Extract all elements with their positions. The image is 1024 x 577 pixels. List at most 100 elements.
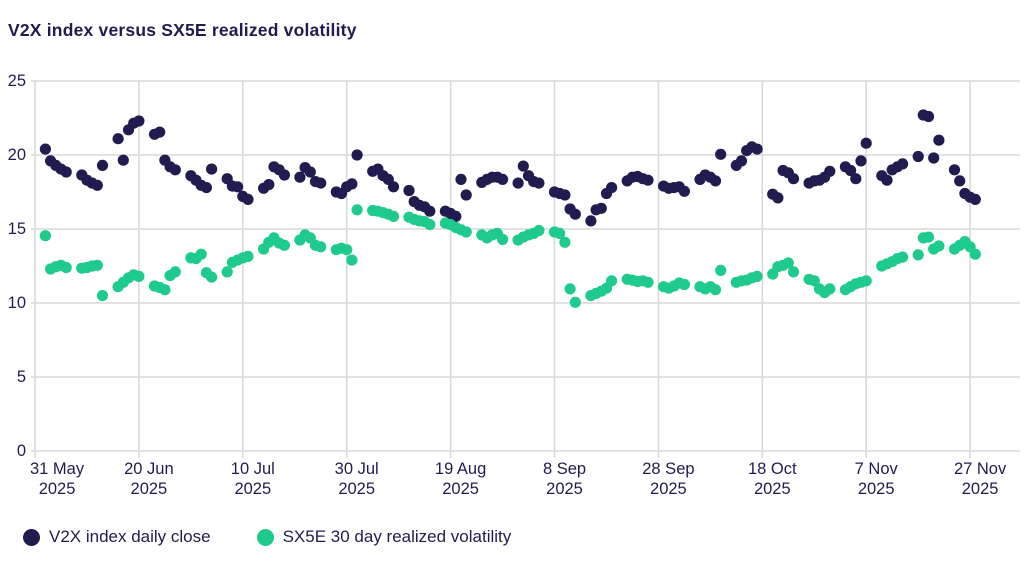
data-point (497, 173, 509, 185)
data-point (642, 276, 654, 288)
data-point (948, 164, 961, 176)
data-point (928, 152, 940, 164)
legend-item-sx5e: SX5E 30 day realized volatility (256, 527, 512, 547)
data-point (850, 173, 862, 185)
data-point (709, 284, 722, 296)
data-point (569, 208, 581, 220)
data-point (897, 158, 909, 170)
data-point (860, 137, 872, 149)
data-point (678, 278, 691, 291)
data-point (787, 266, 800, 278)
data-point (564, 283, 576, 295)
x-axis-tick-label: 20 Jun 2025 (124, 460, 174, 498)
data-point (709, 175, 722, 187)
data-point (424, 219, 436, 231)
data-point (159, 284, 171, 296)
x-axis-tick-label: 8 Sep 2025 (543, 460, 586, 498)
data-point (60, 261, 72, 274)
data-point (278, 239, 290, 251)
v2x-series-swatch-icon (23, 528, 40, 546)
x-axis-tick-label: 27 Nov 2025 (954, 460, 1007, 498)
data-point (460, 226, 472, 238)
data-point (751, 270, 763, 282)
data-point (96, 159, 109, 171)
x-axis-tick-label: 30 Jul 2025 (335, 460, 379, 498)
data-point (606, 275, 618, 287)
data-point (315, 241, 327, 253)
x-axis-tick-label: 31 May 2025 (30, 460, 85, 498)
data-point (715, 264, 727, 276)
data-point (424, 205, 436, 217)
data-point (517, 160, 529, 172)
x-axis-tick-label: 7 Nov 2025 (855, 460, 899, 498)
data-point (751, 143, 763, 155)
data-point (341, 244, 353, 256)
sx5e-series-swatch-icon (256, 528, 274, 546)
x-axis-tick-label: 28 Sep 2025 (642, 460, 694, 498)
data-point (351, 149, 363, 161)
data-points-group (39, 109, 981, 308)
y-axis-tick-label: 0 (17, 442, 26, 460)
data-point (533, 224, 545, 237)
data-point (278, 169, 290, 181)
y-axis-tick-label: 25 (8, 72, 26, 90)
data-point (881, 174, 893, 186)
y-axis-tick-label: 20 (8, 146, 26, 164)
data-point (460, 189, 472, 201)
data-point (922, 231, 935, 243)
data-point (294, 171, 306, 183)
data-point (133, 115, 145, 127)
data-point (569, 296, 581, 308)
data-point (112, 133, 124, 145)
data-point (39, 143, 52, 155)
data-point (450, 210, 462, 222)
x-axis-tick-label: 18 Oct 2025 (748, 460, 797, 498)
data-point (922, 110, 935, 123)
legend-label-sx5e: SX5E 30 day realized volatility (282, 527, 512, 546)
data-point (169, 164, 181, 176)
data-point (403, 184, 415, 197)
data-point (154, 126, 166, 138)
data-point (60, 166, 72, 178)
data-point (117, 154, 129, 166)
data-point (678, 185, 691, 197)
series-sx5e (39, 204, 981, 308)
data-point (787, 173, 800, 185)
data-point (39, 230, 52, 242)
data-point (845, 164, 857, 177)
data-point (782, 257, 794, 269)
data-point (808, 275, 820, 287)
data-point (497, 233, 509, 245)
data-point (735, 155, 748, 167)
data-point (242, 250, 254, 262)
data-point (91, 259, 103, 271)
data-point (304, 166, 316, 178)
data-point (824, 165, 836, 177)
data-point (860, 275, 872, 287)
data-point (455, 173, 467, 185)
data-point (954, 175, 966, 187)
data-point (933, 134, 945, 146)
data-point (206, 271, 218, 283)
data-point (715, 148, 727, 160)
legend-item-v2x: V2X index daily close (23, 527, 211, 547)
data-point (91, 179, 103, 191)
data-point (585, 215, 597, 227)
chart-title: V2X index versus SX5E realized volatilit… (8, 20, 357, 40)
data-point (96, 290, 109, 302)
y-axis-tick-label: 15 (8, 220, 26, 238)
data-point (554, 227, 566, 239)
x-axis-tick-label: 19 Aug 2025 (435, 460, 486, 498)
data-point (169, 266, 181, 278)
chart-legend: V2X index daily close SX5E 30 day realiz… (23, 527, 511, 547)
data-point (351, 204, 363, 216)
x-axis-tick-label: 10 Jul 2025 (231, 460, 275, 498)
data-point (595, 202, 607, 214)
data-point (387, 181, 400, 193)
data-point (242, 193, 254, 205)
data-point (897, 251, 909, 263)
data-point (232, 181, 244, 193)
data-point (206, 163, 218, 175)
y-axis-tick-label: 5 (17, 368, 26, 386)
